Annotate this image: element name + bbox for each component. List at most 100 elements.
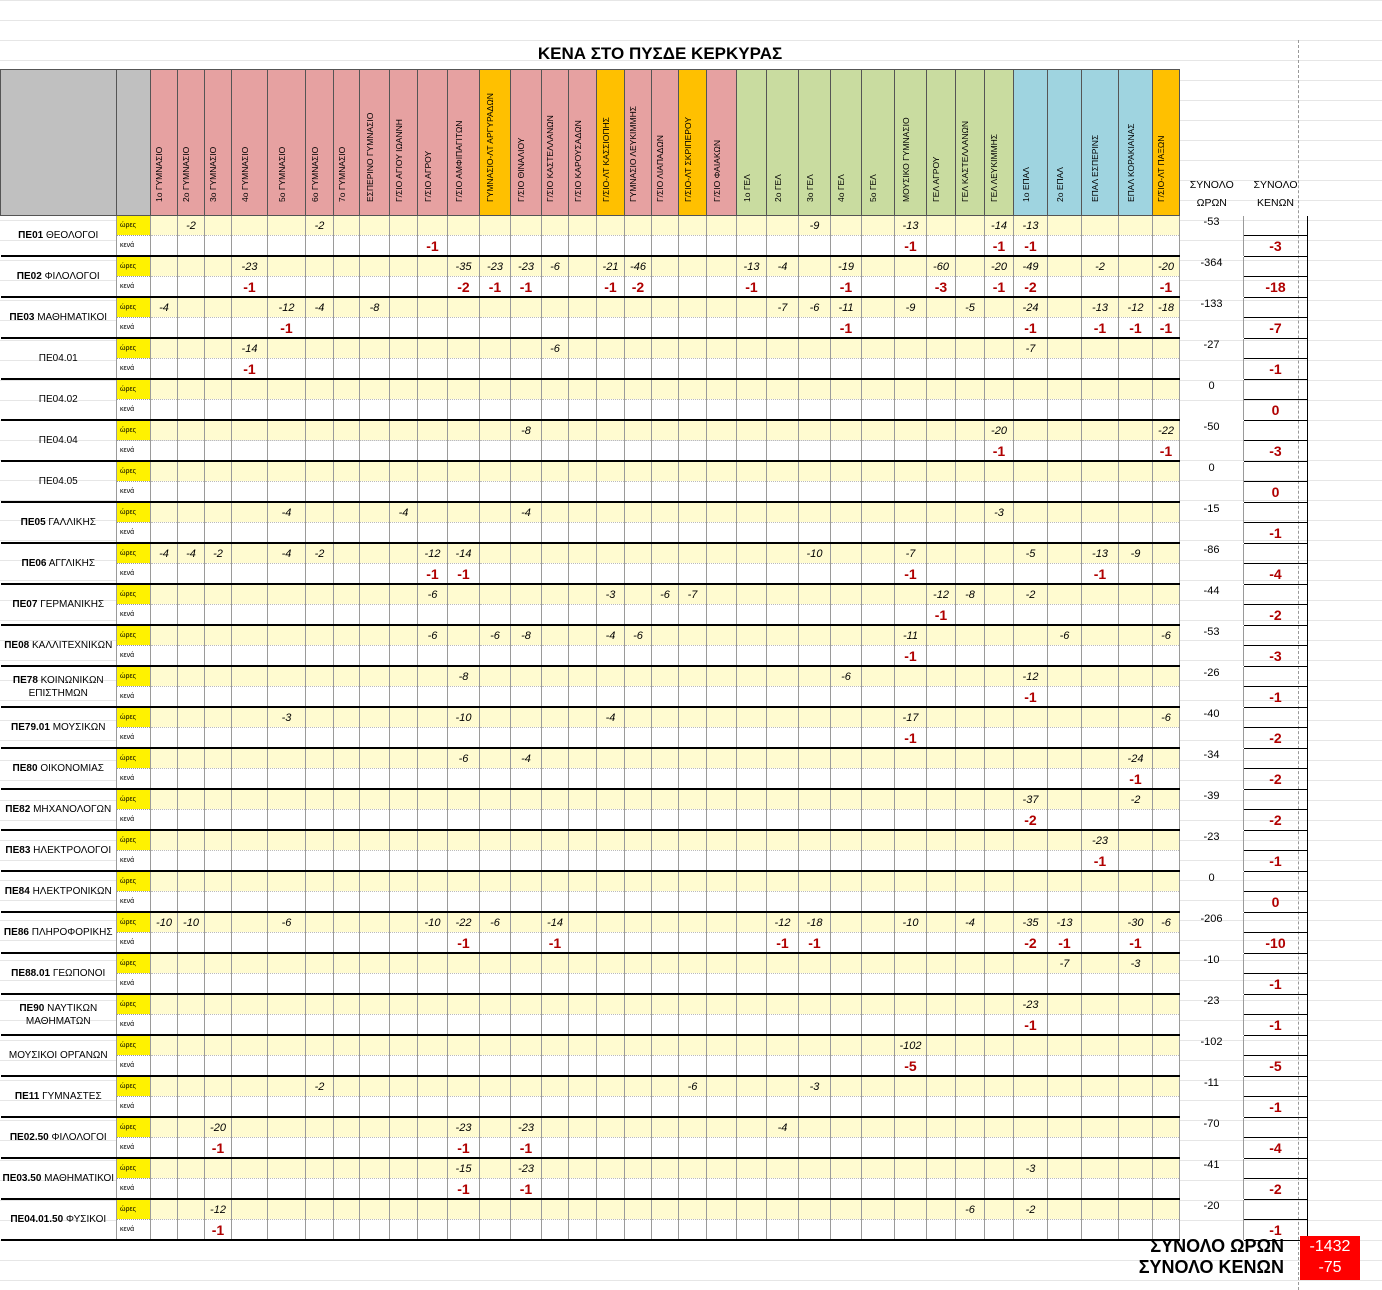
gaps-cell[interactable] bbox=[624, 440, 652, 462]
gaps-cell[interactable] bbox=[231, 440, 268, 462]
hours-cell[interactable] bbox=[1047, 789, 1082, 810]
gaps-cell[interactable] bbox=[624, 522, 652, 544]
gaps-cell[interactable] bbox=[541, 891, 569, 913]
gaps-cell[interactable] bbox=[305, 850, 334, 872]
gaps-cell[interactable] bbox=[1013, 727, 1048, 749]
hours-cell[interactable] bbox=[479, 338, 511, 359]
gaps-cell[interactable] bbox=[333, 1137, 360, 1159]
gaps-cell[interactable] bbox=[177, 317, 205, 339]
hours-cell[interactable] bbox=[541, 994, 569, 1015]
gaps-cell[interactable] bbox=[204, 358, 232, 380]
hours-cell[interactable] bbox=[204, 994, 232, 1015]
gaps-cell[interactable] bbox=[1081, 768, 1119, 790]
hours-cell[interactable] bbox=[359, 1035, 390, 1056]
gaps-cell[interactable] bbox=[305, 1137, 334, 1159]
hours-cell[interactable] bbox=[678, 379, 707, 400]
total-gaps-cell[interactable]: -2 bbox=[1243, 1178, 1308, 1200]
total-gaps-cell[interactable]: -7 bbox=[1243, 317, 1308, 339]
hours-cell[interactable]: -35 bbox=[447, 256, 480, 277]
gaps-cell[interactable] bbox=[984, 522, 1014, 544]
hours-cell[interactable] bbox=[510, 297, 542, 318]
gaps-cell[interactable]: -1 bbox=[1118, 932, 1153, 954]
hours-cell[interactable] bbox=[984, 297, 1014, 318]
hours-cell[interactable] bbox=[417, 789, 448, 810]
hours-cell[interactable]: -4 bbox=[766, 1117, 799, 1138]
gaps-cell[interactable] bbox=[651, 645, 679, 667]
gaps-cell[interactable] bbox=[389, 768, 418, 790]
gaps-cell[interactable] bbox=[736, 891, 767, 913]
hours-cell[interactable] bbox=[678, 953, 707, 974]
gaps-cell[interactable] bbox=[568, 973, 597, 995]
hours-cell[interactable] bbox=[150, 1199, 178, 1220]
total-gaps-cell[interactable]: -3 bbox=[1243, 440, 1308, 462]
hours-cell[interactable] bbox=[305, 666, 334, 687]
hours-cell[interactable] bbox=[417, 1035, 448, 1056]
gaps-cell[interactable] bbox=[417, 1014, 448, 1036]
hours-cell[interactable]: -4 bbox=[305, 297, 334, 318]
gaps-cell[interactable] bbox=[417, 440, 448, 462]
hours-cell[interactable] bbox=[417, 830, 448, 851]
hours-cell[interactable] bbox=[766, 1035, 799, 1056]
gaps-cell[interactable] bbox=[1047, 1096, 1082, 1118]
hours-cell[interactable] bbox=[766, 379, 799, 400]
gaps-cell[interactable] bbox=[766, 440, 799, 462]
gaps-cell[interactable] bbox=[150, 645, 178, 667]
hours-cell[interactable] bbox=[984, 543, 1014, 564]
gaps-cell[interactable] bbox=[359, 1137, 390, 1159]
gaps-cell[interactable]: -2 bbox=[1013, 276, 1048, 298]
hours-cell[interactable] bbox=[479, 1199, 511, 1220]
total-gaps-cell[interactable]: -3 bbox=[1243, 645, 1308, 667]
hours-cell[interactable] bbox=[359, 748, 390, 769]
gaps-cell[interactable] bbox=[447, 317, 480, 339]
hours-cell[interactable] bbox=[305, 871, 334, 892]
hours-cell[interactable] bbox=[479, 830, 511, 851]
hours-cell[interactable] bbox=[984, 1076, 1014, 1097]
gaps-cell[interactable] bbox=[830, 1055, 862, 1077]
gaps-cell[interactable] bbox=[389, 1014, 418, 1036]
total-gaps-cell[interactable]: -2 bbox=[1243, 768, 1308, 790]
gaps-cell[interactable] bbox=[678, 768, 707, 790]
gaps-cell[interactable] bbox=[267, 563, 306, 585]
gaps-cell[interactable] bbox=[1081, 1096, 1119, 1118]
gaps-cell[interactable] bbox=[359, 973, 390, 995]
specialty-name[interactable]: ΠΕ07 ΓΕΡΜΑΝΙΚΗΣ bbox=[0, 584, 117, 626]
gaps-cell[interactable] bbox=[1118, 686, 1153, 708]
gaps-cell[interactable] bbox=[305, 1178, 334, 1200]
gaps-cell[interactable] bbox=[651, 809, 679, 831]
gaps-cell[interactable] bbox=[479, 563, 511, 585]
gaps-cell[interactable] bbox=[894, 1096, 927, 1118]
total-gaps-cell[interactable]: -1 bbox=[1243, 1096, 1308, 1118]
hours-cell[interactable]: -23 bbox=[231, 256, 268, 277]
school-header[interactable]: Γ/ΣΙΟ-ΛΤ ΠΑΞΩΝ bbox=[1152, 69, 1180, 216]
hours-cell[interactable] bbox=[706, 789, 737, 810]
gaps-cell[interactable] bbox=[150, 932, 178, 954]
hours-cell[interactable] bbox=[624, 707, 652, 728]
gaps-cell[interactable] bbox=[830, 645, 862, 667]
gaps-cell[interactable] bbox=[926, 235, 956, 257]
gaps-cell[interactable]: -1 bbox=[766, 932, 799, 954]
hours-cell[interactable]: -7 bbox=[1013, 338, 1048, 359]
hours-cell[interactable] bbox=[830, 953, 862, 974]
gaps-cell[interactable]: -1 bbox=[894, 563, 927, 585]
gaps-cell[interactable]: -5 bbox=[894, 1055, 927, 1077]
gaps-cell[interactable]: -1 bbox=[447, 932, 480, 954]
gaps-cell[interactable]: -1 bbox=[267, 317, 306, 339]
gaps-cell[interactable] bbox=[984, 604, 1014, 626]
gaps-cell[interactable] bbox=[333, 604, 360, 626]
gaps-cell[interactable] bbox=[231, 645, 268, 667]
hours-cell[interactable] bbox=[541, 1035, 569, 1056]
hours-cell[interactable] bbox=[926, 461, 956, 482]
gaps-cell[interactable] bbox=[150, 1014, 178, 1036]
hours-cell[interactable] bbox=[678, 1035, 707, 1056]
gaps-cell[interactable] bbox=[305, 686, 334, 708]
gaps-cell[interactable] bbox=[479, 973, 511, 995]
hours-cell[interactable] bbox=[624, 1199, 652, 1220]
hours-cell[interactable] bbox=[510, 461, 542, 482]
gaps-cell[interactable] bbox=[955, 522, 985, 544]
hours-cell[interactable] bbox=[955, 666, 985, 687]
total-hours-cell[interactable]: -70 bbox=[1179, 1117, 1244, 1159]
hours-cell[interactable] bbox=[894, 1076, 927, 1097]
hours-cell[interactable]: -4 bbox=[267, 502, 306, 523]
gaps-cell[interactable] bbox=[955, 604, 985, 626]
hours-cell[interactable] bbox=[333, 461, 360, 482]
